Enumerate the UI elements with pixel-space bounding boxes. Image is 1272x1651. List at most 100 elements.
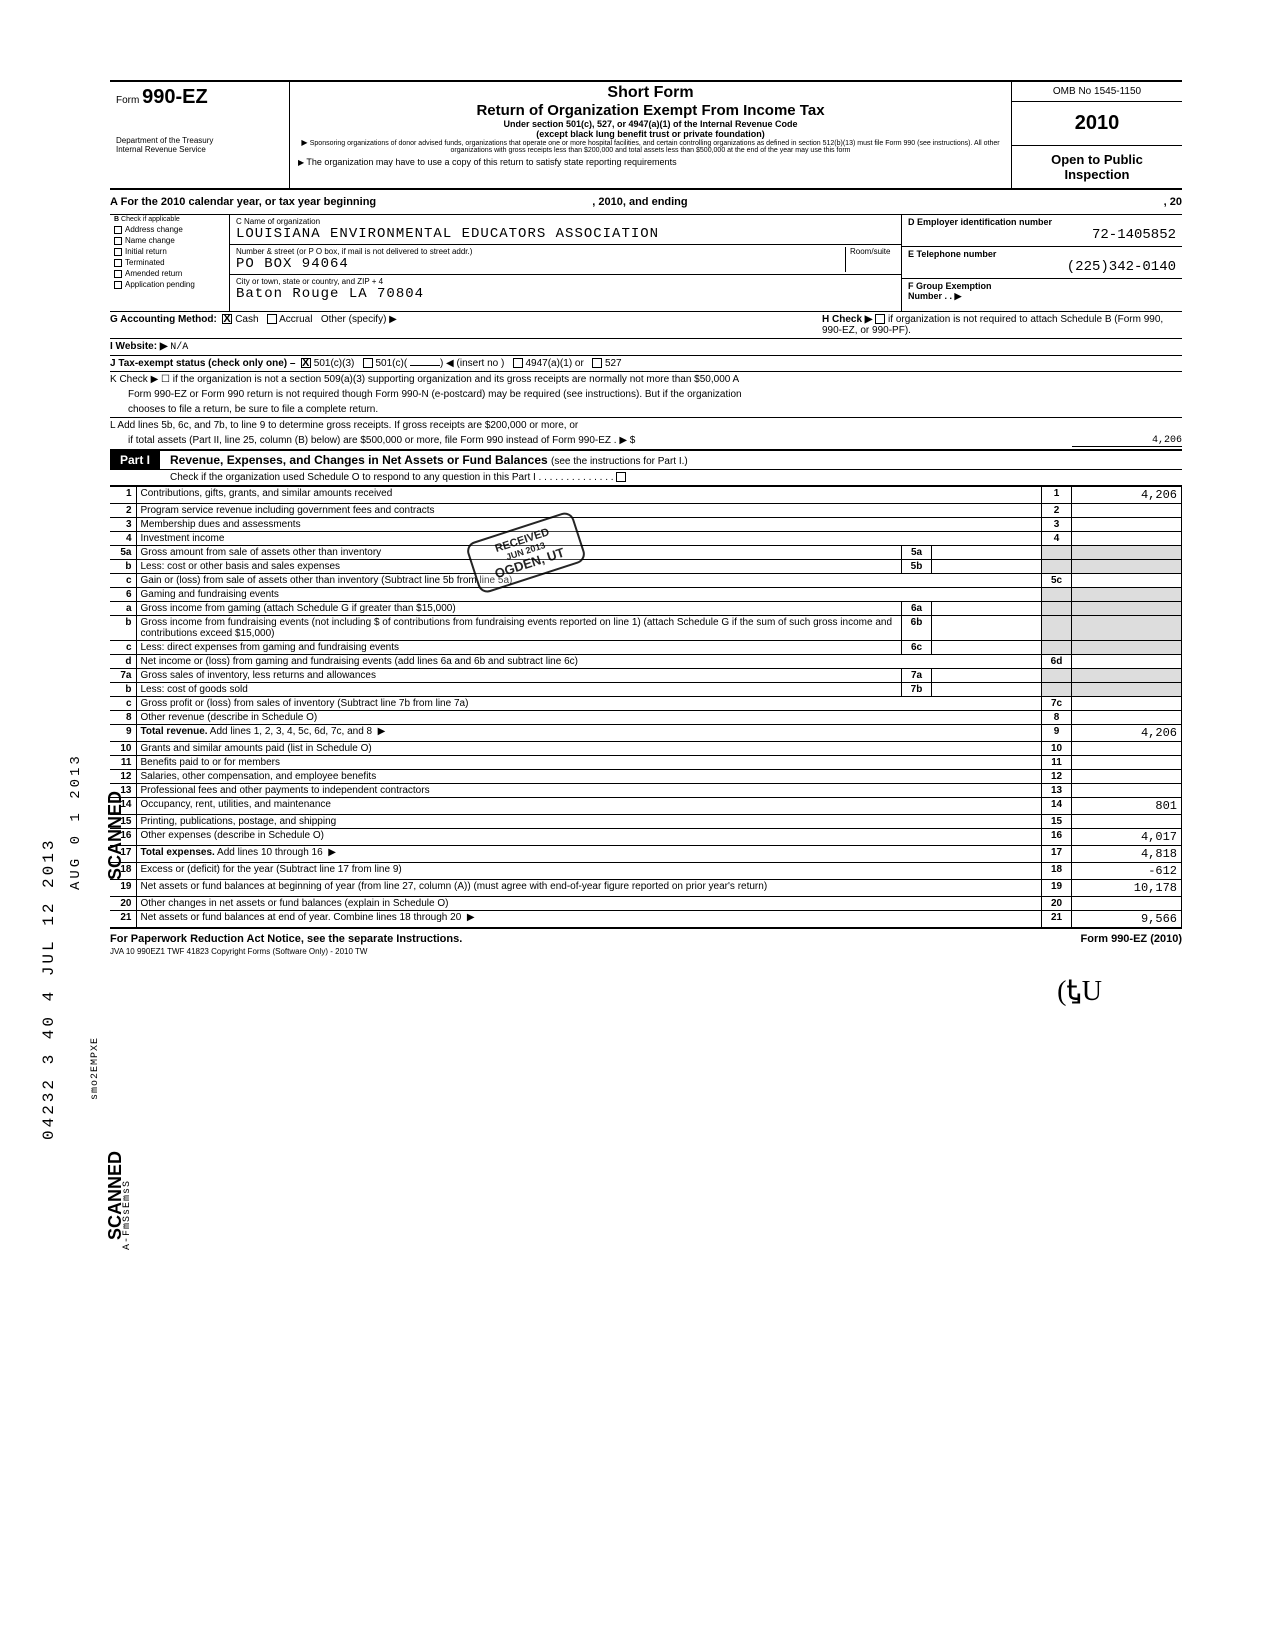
- line-row: 2Program service revenue including gover…: [110, 504, 1182, 518]
- margin-date-aug: AUG 0 1 2013: [68, 753, 84, 890]
- e-caption: E Telephone number: [908, 249, 1176, 259]
- short-form-label: Short Form: [298, 84, 1003, 102]
- chk-501c[interactable]: [363, 358, 373, 368]
- line-number: 19: [110, 880, 136, 897]
- line-description: Grants and similar amounts paid (list in…: [136, 742, 1042, 756]
- line-row: cGross profit or (loss) from sales of in…: [110, 697, 1182, 711]
- line-amount-shade: [1072, 641, 1182, 655]
- chk-amended[interactable]: Amended return: [110, 268, 229, 279]
- line-number: 14: [110, 798, 136, 815]
- org-name: LOUISIANA ENVIRONMENTAL EDUCATORS ASSOCI…: [236, 226, 895, 242]
- line-description: Net assets or fund balances at beginning…: [136, 880, 1042, 897]
- line-row: cGain or (loss) from sale of assets othe…: [110, 574, 1182, 588]
- row-a-mid: , 2010, and ending: [592, 196, 687, 208]
- tax-year: 2010: [1012, 102, 1182, 146]
- line-box: 6d: [1042, 655, 1072, 669]
- line-inner-amount: [932, 546, 1042, 560]
- line-description: Membership dues and assessments: [136, 518, 1042, 532]
- line-box: 6b: [902, 616, 932, 641]
- row-k-3: chooses to file a return, be sure to fil…: [110, 402, 1182, 418]
- line-row: 7aGross sales of inventory, less returns…: [110, 669, 1182, 683]
- line-number: 7a: [110, 669, 136, 683]
- line-description: Gain or (loss) from sale of assets other…: [136, 574, 1042, 588]
- line-description: Gross income from gaming (attach Schedul…: [136, 602, 902, 616]
- line-amount: 801: [1072, 798, 1182, 815]
- line-amount-shade: [1072, 546, 1182, 560]
- i-label: I Website: ▶: [110, 341, 168, 352]
- line-row: 13Professional fees and other payments t…: [110, 784, 1182, 798]
- chk-501c3[interactable]: [301, 358, 311, 368]
- line-number: b: [110, 683, 136, 697]
- row-i: I Website: ▶ N/A: [110, 339, 1182, 356]
- footer-left: For Paperwork Reduction Act Notice, see …: [110, 933, 462, 945]
- margin-code-1: smo2EMPXE: [90, 1037, 101, 1100]
- line-box: 5b: [902, 560, 932, 574]
- line-box: 6a: [902, 602, 932, 616]
- line-amount: 4,017: [1072, 829, 1182, 846]
- line-amount: [1072, 815, 1182, 829]
- chk-527[interactable]: [592, 358, 602, 368]
- row-j: J Tax-exempt status (check only one) – 5…: [110, 356, 1182, 372]
- line-amount-shade: [1072, 560, 1182, 574]
- line-description: Gross sales of inventory, less returns a…: [136, 669, 902, 683]
- line-row: 21Net assets or fund balances at end of …: [110, 911, 1182, 928]
- line-amount-shade: [1072, 616, 1182, 641]
- chk-initial-return[interactable]: Initial return: [110, 246, 229, 257]
- chk-accrual[interactable]: [267, 314, 277, 324]
- c-addr-caption: Number & street (or P O box, if mail is …: [236, 247, 845, 256]
- line-row: 1Contributions, gifts, grants, and simil…: [110, 487, 1182, 504]
- line-amount: [1072, 518, 1182, 532]
- line-shade: [1042, 683, 1072, 697]
- line-box: 19: [1042, 880, 1072, 897]
- line-box: 17: [1042, 846, 1072, 863]
- row-a: A For the 2010 calendar year, or tax yea…: [110, 190, 1182, 215]
- chk-cash[interactable]: [222, 314, 232, 324]
- part-1-title: Revenue, Expenses, and Changes in Net As…: [170, 453, 548, 467]
- line-box: 8: [1042, 711, 1072, 725]
- line-box: 5c: [1042, 574, 1072, 588]
- chk-4947[interactable]: [513, 358, 523, 368]
- line-row: cLess: direct expenses from gaming and f…: [110, 641, 1182, 655]
- chk-h[interactable]: [875, 314, 885, 324]
- h-label: H Check ▶: [822, 314, 872, 325]
- chk-name-change[interactable]: Name change: [110, 235, 229, 246]
- line-box: 2: [1042, 504, 1072, 518]
- line-number: a: [110, 602, 136, 616]
- line-box: 7c: [1042, 697, 1072, 711]
- line-shade: [1042, 546, 1072, 560]
- line-number: 1: [110, 487, 136, 504]
- line-box: 21: [1042, 911, 1072, 928]
- line-box: 7b: [902, 683, 932, 697]
- line-description: Gaming and fundraising events: [136, 588, 1042, 602]
- form-state-note: The organization may have to use a copy …: [298, 157, 1003, 167]
- line-row: 11Benefits paid to or for members11: [110, 756, 1182, 770]
- section-b: B Check if applicable Address change Nam…: [110, 215, 230, 311]
- line-box: 11: [1042, 756, 1072, 770]
- line-amount: -612: [1072, 863, 1182, 880]
- form-title: Return of Organization Exempt From Incom…: [298, 102, 1003, 119]
- line-row: 14Occupancy, rent, utilities, and mainte…: [110, 798, 1182, 815]
- line-shade: [1042, 669, 1072, 683]
- line-number: d: [110, 655, 136, 669]
- line-number: 16: [110, 829, 136, 846]
- section-def: D Employer identification number 72-1405…: [902, 215, 1182, 311]
- line-amount: [1072, 742, 1182, 756]
- chk-application-pending[interactable]: Application pending: [110, 279, 229, 290]
- chk-terminated[interactable]: Terminated: [110, 257, 229, 268]
- form-subtitle: Under section 501(c), 527, or 4947(a)(1)…: [298, 119, 1003, 129]
- line-description: Less: direct expenses from gaming and fu…: [136, 641, 902, 655]
- row-a-text: For the 2010 calendar year, or tax year …: [121, 196, 377, 208]
- phone-value: (225)342-0140: [908, 259, 1176, 275]
- line-description: Program service revenue including govern…: [136, 504, 1042, 518]
- line-amount: [1072, 784, 1182, 798]
- line-shade: [1042, 641, 1072, 655]
- line-description: Less: cost or other basis and sales expe…: [136, 560, 902, 574]
- line-amount-shade: [1072, 588, 1182, 602]
- line-description: Occupancy, rent, utilities, and maintena…: [136, 798, 1042, 815]
- form-number: 990-EZ: [142, 86, 208, 108]
- form-subtitle-2: (except black lung benefit trust or priv…: [298, 129, 1003, 139]
- chk-schedule-o[interactable]: [616, 472, 626, 482]
- chk-address-change[interactable]: Address change: [110, 224, 229, 235]
- form-tiny-note: Sponsoring organizations of donor advise…: [298, 139, 1003, 155]
- b-caption: Check if applicable: [121, 216, 180, 223]
